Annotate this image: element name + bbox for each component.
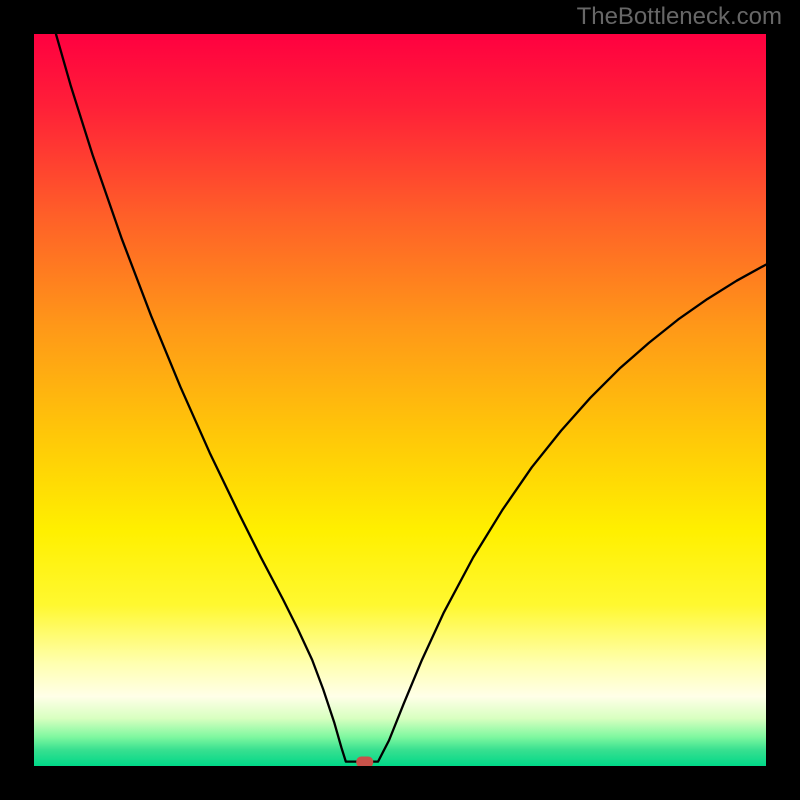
plot-svg [34, 34, 766, 766]
watermark-text: TheBottleneck.com [577, 3, 782, 31]
chart-frame: TheBottleneck.com [0, 0, 800, 800]
gradient-background [34, 34, 766, 766]
plot-area [34, 34, 766, 766]
optimal-point-marker [356, 756, 374, 766]
